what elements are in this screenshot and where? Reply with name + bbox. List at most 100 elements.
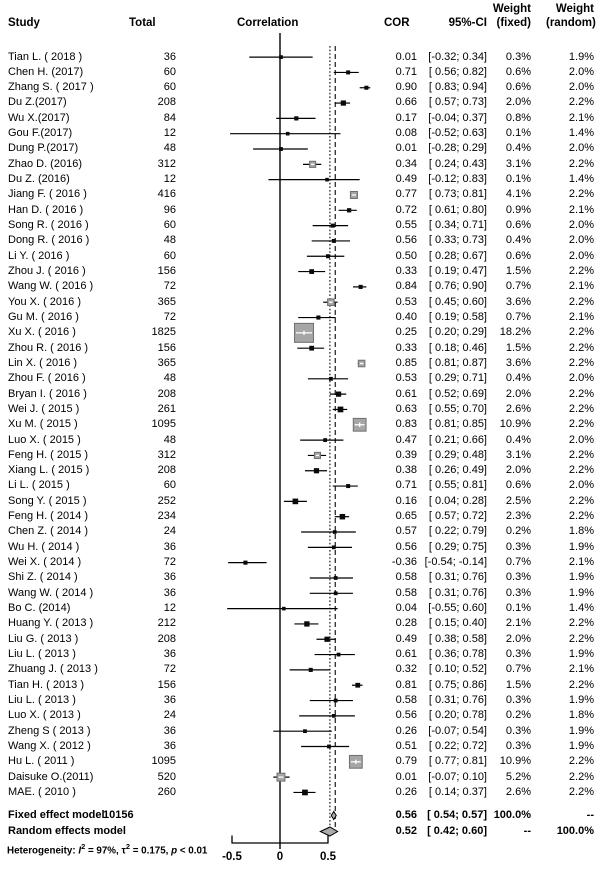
- study-weight-random: 2.2%: [568, 356, 594, 369]
- study-ci: [ 0.18; 0.46]: [428, 341, 487, 354]
- study-ci: [ 0.81; 0.85]: [428, 418, 487, 431]
- study-total: 36: [163, 647, 176, 660]
- study-weight-random: 1.9%: [568, 647, 594, 660]
- study-weight-fixed: 0.2%: [505, 709, 531, 722]
- study-total: 234: [157, 510, 176, 523]
- study-total: 60: [163, 219, 176, 232]
- study-cor: 0.65: [395, 510, 417, 523]
- study-name: Random effects model: [8, 825, 126, 837]
- study-total: 36: [163, 586, 176, 599]
- study-row: Zhao D. (2016) 312 0.34 [ 0.24; 0.43] 3.…: [0, 157, 600, 172]
- study-cor: 0.26: [395, 724, 417, 737]
- study-name: Du Z. (2016): [8, 173, 70, 186]
- study-ci: [ 0.42; 0.60]: [427, 825, 487, 837]
- study-ci: [-0.07; 0.10]: [428, 770, 487, 783]
- study-row: Wei J. ( 2015 ) 261 0.63 [ 0.55; 0.70] 2…: [0, 402, 600, 417]
- study-weight-fixed: 18.2%: [499, 326, 531, 339]
- study-total: 416: [157, 188, 176, 201]
- header-weight-fixed-1: Weight: [492, 3, 531, 15]
- study-weight-fixed: 1.5%: [505, 678, 531, 691]
- study-weight-fixed: 2.3%: [505, 510, 531, 523]
- study-cor: 0.16: [395, 494, 417, 507]
- study-weight-random: 2.0%: [568, 142, 594, 155]
- study-ci: [ 0.33; 0.73]: [428, 234, 487, 247]
- study-total: 36: [163, 724, 176, 737]
- study-name: Hu L. ( 2011 ): [8, 755, 75, 768]
- study-weight-fixed: 0.1%: [505, 127, 531, 140]
- study-weight-random: 2.1%: [568, 310, 594, 323]
- study-ci: [ 0.36; 0.78]: [428, 647, 487, 660]
- study-name: Han D. ( 2016 ): [8, 203, 84, 216]
- study-ci: [ 0.31; 0.76]: [428, 586, 487, 599]
- study-total: 156: [157, 678, 176, 691]
- header-weight-random-1: Weight: [555, 3, 594, 15]
- study-row: Jiang F. ( 2016 ) 416 0.77 [ 0.73; 0.81]…: [0, 187, 600, 202]
- study-weight-fixed: 10.9%: [499, 755, 531, 768]
- axis-tick-label: 0.5: [320, 851, 336, 863]
- study-cor: 0.71: [395, 65, 417, 78]
- axis-tick-label: -0.5: [222, 851, 242, 863]
- study-name: Wu X.(2017): [8, 111, 70, 124]
- study-name: Li L. ( 2015 ): [8, 479, 70, 492]
- study-weight-fixed: 3.1%: [505, 448, 531, 461]
- study-weight-fixed: 0.6%: [505, 81, 531, 94]
- study-ci: [ 0.34; 0.71]: [428, 219, 487, 232]
- study-weight-random: 1.4%: [568, 127, 594, 140]
- study-weight-random: 1.9%: [568, 586, 594, 599]
- study-ci: [-0.52; 0.63]: [428, 127, 487, 140]
- study-weight-fixed: 2.6%: [505, 785, 531, 798]
- study-name: Tian L. ( 2018 ): [8, 50, 83, 63]
- study-weight-fixed: 0.6%: [505, 479, 531, 492]
- study-ci: [ 0.73; 0.81]: [428, 188, 487, 201]
- header-cor: COR: [384, 17, 410, 29]
- study-weight-fixed: 2.0%: [505, 464, 531, 477]
- study-row: Fixed effect model 10156 0.56 [ 0.54; 0.…: [0, 808, 600, 823]
- study-ci: [ 0.19; 0.47]: [428, 264, 487, 277]
- study-row: Liu L. ( 2013 ) 36 0.58 [ 0.31; 0.76] 0.…: [0, 693, 600, 708]
- study-weight-fixed: 4.1%: [505, 188, 531, 201]
- study-cor: 0.56: [395, 540, 417, 553]
- study-row: Xiang L. ( 2015 ) 208 0.38 [ 0.26; 0.49]…: [0, 463, 600, 478]
- study-row: Bryan I. ( 2016 ) 208 0.61 [ 0.52; 0.69]…: [0, 387, 600, 402]
- study-total: 212: [157, 617, 176, 630]
- study-weight-random: 2.2%: [568, 494, 594, 507]
- study-cor: 0.25: [395, 326, 417, 339]
- study-weight-random: 2.2%: [568, 632, 594, 645]
- study-weight-fixed: 2.6%: [505, 402, 531, 415]
- study-total: 24: [163, 525, 176, 538]
- study-weight-fixed: 2.0%: [505, 387, 531, 400]
- study-ci: [ 0.83; 0.94]: [428, 81, 487, 94]
- study-name: Jiang F. ( 2016 ): [8, 188, 87, 201]
- study-cor: 0.38: [395, 464, 417, 477]
- study-cor: 0.33: [395, 341, 417, 354]
- study-total: 60: [163, 479, 176, 492]
- study-weight-random: 2.0%: [568, 219, 594, 232]
- study-ci: [ 0.15; 0.40]: [428, 617, 487, 630]
- study-name: Chen Z. ( 2014 ): [8, 525, 89, 538]
- study-weight-random: 2.2%: [568, 464, 594, 477]
- study-total: 312: [157, 448, 176, 461]
- study-name: Liu L. ( 2013 ): [8, 693, 76, 706]
- study-cor: 0.56: [395, 709, 417, 722]
- study-cor: 0.08: [395, 127, 417, 140]
- study-weight-fixed: 0.9%: [505, 203, 531, 216]
- study-ci: [ 0.31; 0.76]: [428, 693, 487, 706]
- study-cor: 0.33: [395, 264, 417, 277]
- study-cor: 0.51: [395, 739, 417, 752]
- study-cor: 0.01: [395, 50, 417, 63]
- study-row: Xu X. ( 2016 ) 1825 0.25 [ 0.20; 0.29] 1…: [0, 325, 600, 340]
- study-weight-fixed: 0.3%: [505, 739, 531, 752]
- study-total: 208: [157, 96, 176, 109]
- study-weight-random: 2.2%: [568, 341, 594, 354]
- study-weight-random: 2.0%: [568, 479, 594, 492]
- study-total: 72: [163, 280, 176, 293]
- study-name: Gu M. ( 2016 ): [8, 310, 79, 323]
- study-cor: 0.56: [395, 234, 417, 247]
- study-name: Fixed effect model: [8, 809, 105, 821]
- study-total: 365: [157, 356, 176, 369]
- study-weight-random: 2.0%: [568, 249, 594, 262]
- study-total: 60: [163, 65, 176, 78]
- study-name: Luo X. ( 2015 ): [8, 433, 81, 446]
- study-total: 60: [163, 249, 176, 262]
- study-total: 72: [163, 556, 176, 569]
